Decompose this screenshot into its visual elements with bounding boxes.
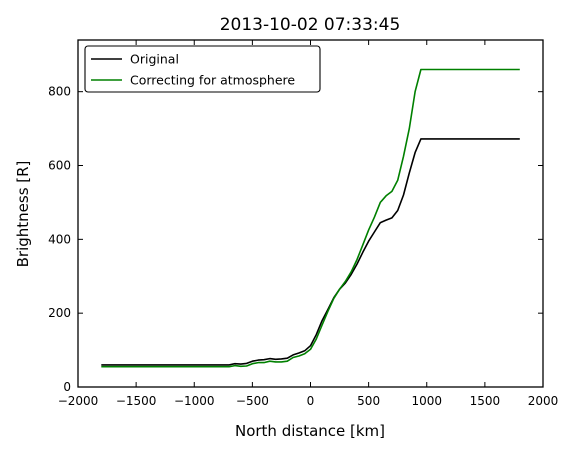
x-axis-label: North distance [km] — [235, 422, 385, 440]
y-tick-label: 800 — [48, 85, 71, 99]
legend: Original Correcting for atmosphere — [84, 45, 321, 93]
plot-frame — [77, 39, 544, 388]
chart-title: 2013-10-02 07:33:45 — [220, 15, 401, 35]
x-tick-label: 1000 — [411, 394, 442, 408]
ticks-layer: −2000 −1500 −1000 −500 0 500 1000 1500 2000 0 200 4… — [48, 40, 558, 408]
y-axis-label: Brightness [R] — [14, 161, 32, 268]
y-tick-label: 200 — [48, 306, 71, 320]
x-tick-label: −2000 — [58, 394, 99, 408]
x-tick-label: 2000 — [528, 394, 559, 408]
x-tick-label: 0 — [307, 394, 315, 408]
series-layer — [101, 68, 520, 368]
series-line-corrected — [101, 68, 520, 368]
legend-label-corrected: Correcting for atmosphere — [130, 73, 295, 88]
series-line-original — [101, 138, 520, 366]
y-tick-label: 400 — [48, 232, 71, 246]
x-tick-label: −500 — [236, 394, 269, 408]
legend-box — [84, 45, 321, 93]
y-tick-label: 600 — [48, 159, 71, 173]
y-tick-label: 0 — [63, 380, 71, 394]
legend-label-original: Original — [130, 52, 179, 67]
x-tick-label: −1500 — [116, 394, 157, 408]
x-tick-label: 1500 — [470, 394, 501, 408]
x-tick-label: 500 — [357, 394, 380, 408]
x-tick-label: −1000 — [174, 394, 215, 408]
